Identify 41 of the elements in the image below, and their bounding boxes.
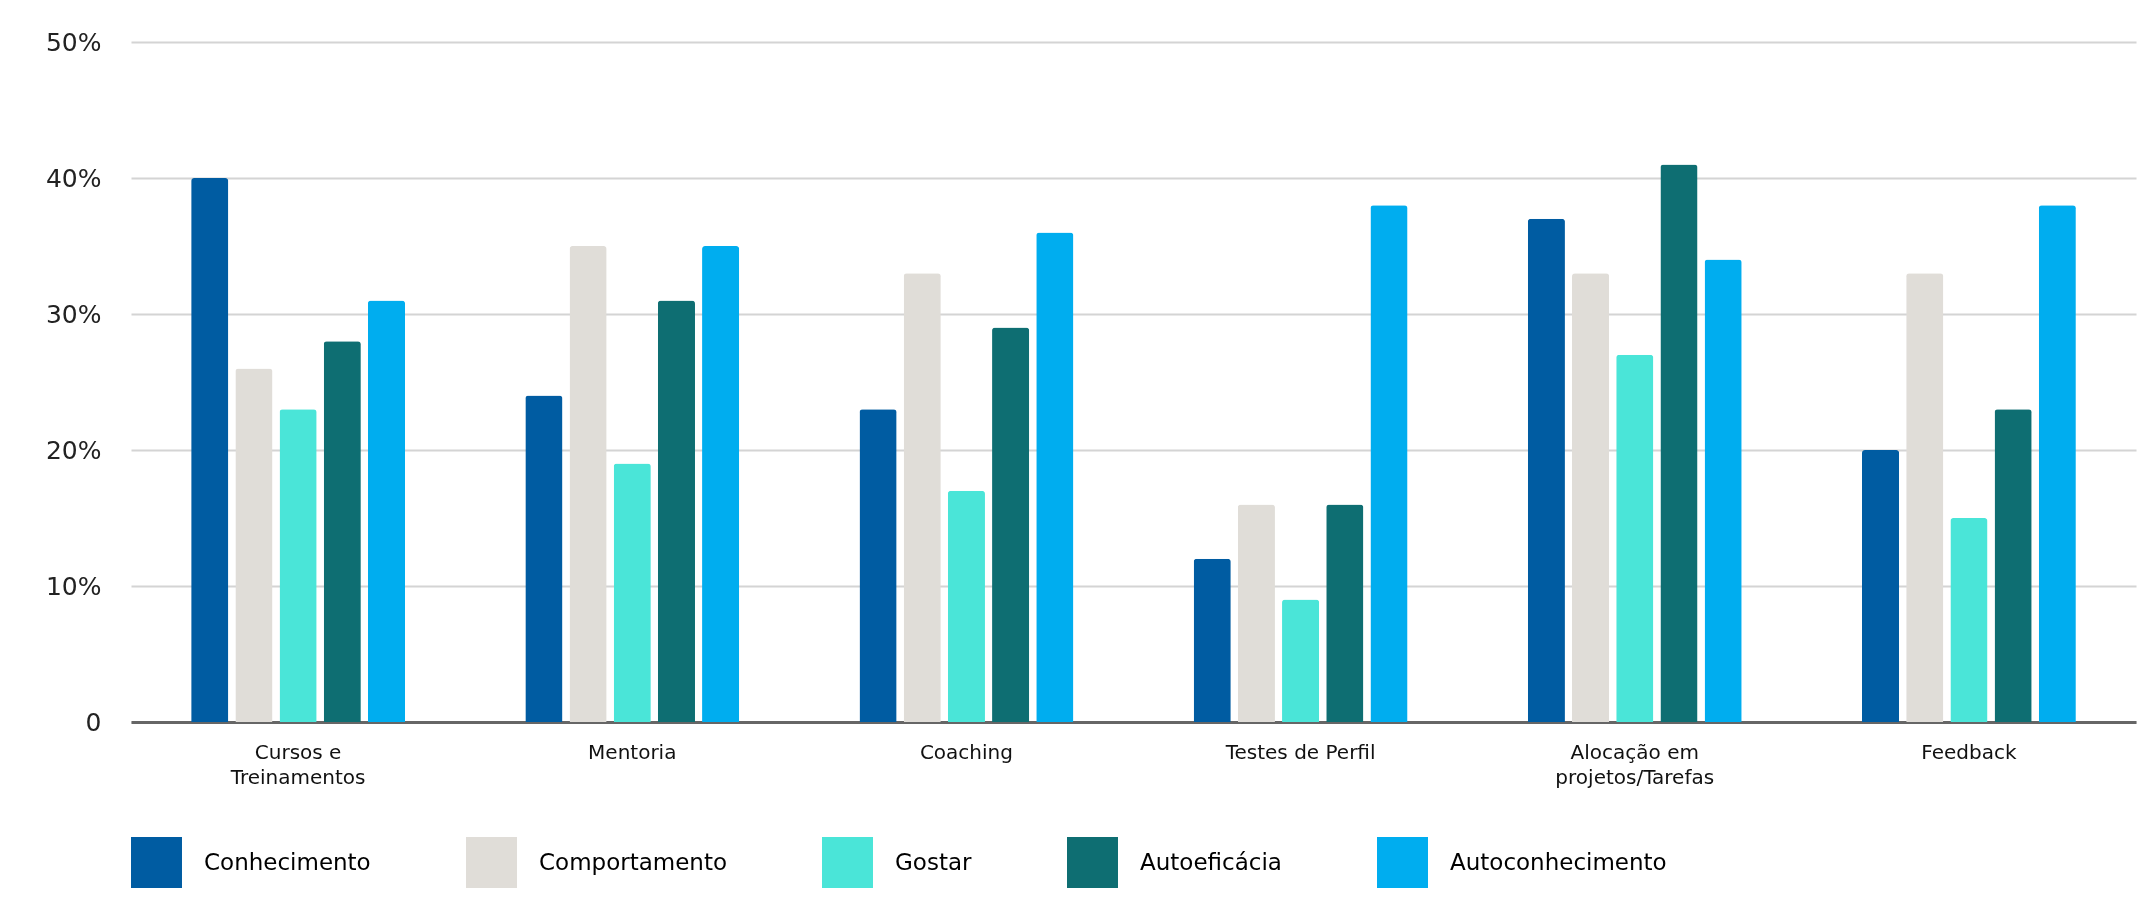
legend-label: Autoeficácia bbox=[1140, 848, 1282, 875]
y-tick-label: 50% bbox=[45, 27, 102, 57]
legend-label: Autoconhecimento bbox=[1450, 848, 1667, 875]
x-tick-label: Alocação em projetos/Tarefas bbox=[1555, 739, 1715, 789]
x-tick-label: Coaching bbox=[919, 739, 1013, 764]
bar bbox=[657, 300, 695, 722]
bar bbox=[1994, 409, 2032, 722]
y-tick-label: 10% bbox=[45, 571, 102, 601]
x-tick-label: Cursos e Treinamentos bbox=[229, 739, 366, 789]
bar bbox=[525, 395, 563, 722]
bar bbox=[702, 246, 740, 722]
bar bbox=[1036, 232, 1074, 722]
x-tick-label: Mentoria bbox=[588, 739, 677, 764]
bar bbox=[947, 490, 985, 722]
bar bbox=[992, 327, 1030, 722]
bar bbox=[1660, 164, 1698, 722]
legend-label: Conhecimento bbox=[204, 848, 371, 875]
bar bbox=[1616, 354, 1654, 722]
bar bbox=[279, 409, 317, 722]
legend-label: Gostar bbox=[895, 848, 972, 875]
bar bbox=[1326, 504, 1364, 722]
bar bbox=[1370, 205, 1408, 722]
bar bbox=[1282, 599, 1320, 722]
bar bbox=[1861, 450, 1900, 722]
bar bbox=[191, 178, 229, 722]
bar bbox=[859, 409, 897, 722]
bar bbox=[1950, 518, 1988, 722]
legend-label: Comportamento bbox=[539, 848, 727, 875]
bar bbox=[1527, 218, 1565, 722]
y-tick-label: 0 bbox=[85, 707, 102, 737]
y-tick-label: 20% bbox=[45, 435, 102, 465]
bar bbox=[1193, 558, 1231, 722]
y-tick-label: 30% bbox=[45, 299, 102, 329]
bar bbox=[367, 300, 406, 722]
x-tick-label: Feedback bbox=[1921, 739, 2017, 764]
bar bbox=[323, 341, 361, 722]
x-tick-label: Testes de Perfil bbox=[1224, 739, 1376, 764]
bar bbox=[613, 463, 651, 722]
y-tick-label: 40% bbox=[45, 163, 102, 193]
bar bbox=[1704, 259, 1742, 722]
bar bbox=[2038, 205, 2076, 722]
